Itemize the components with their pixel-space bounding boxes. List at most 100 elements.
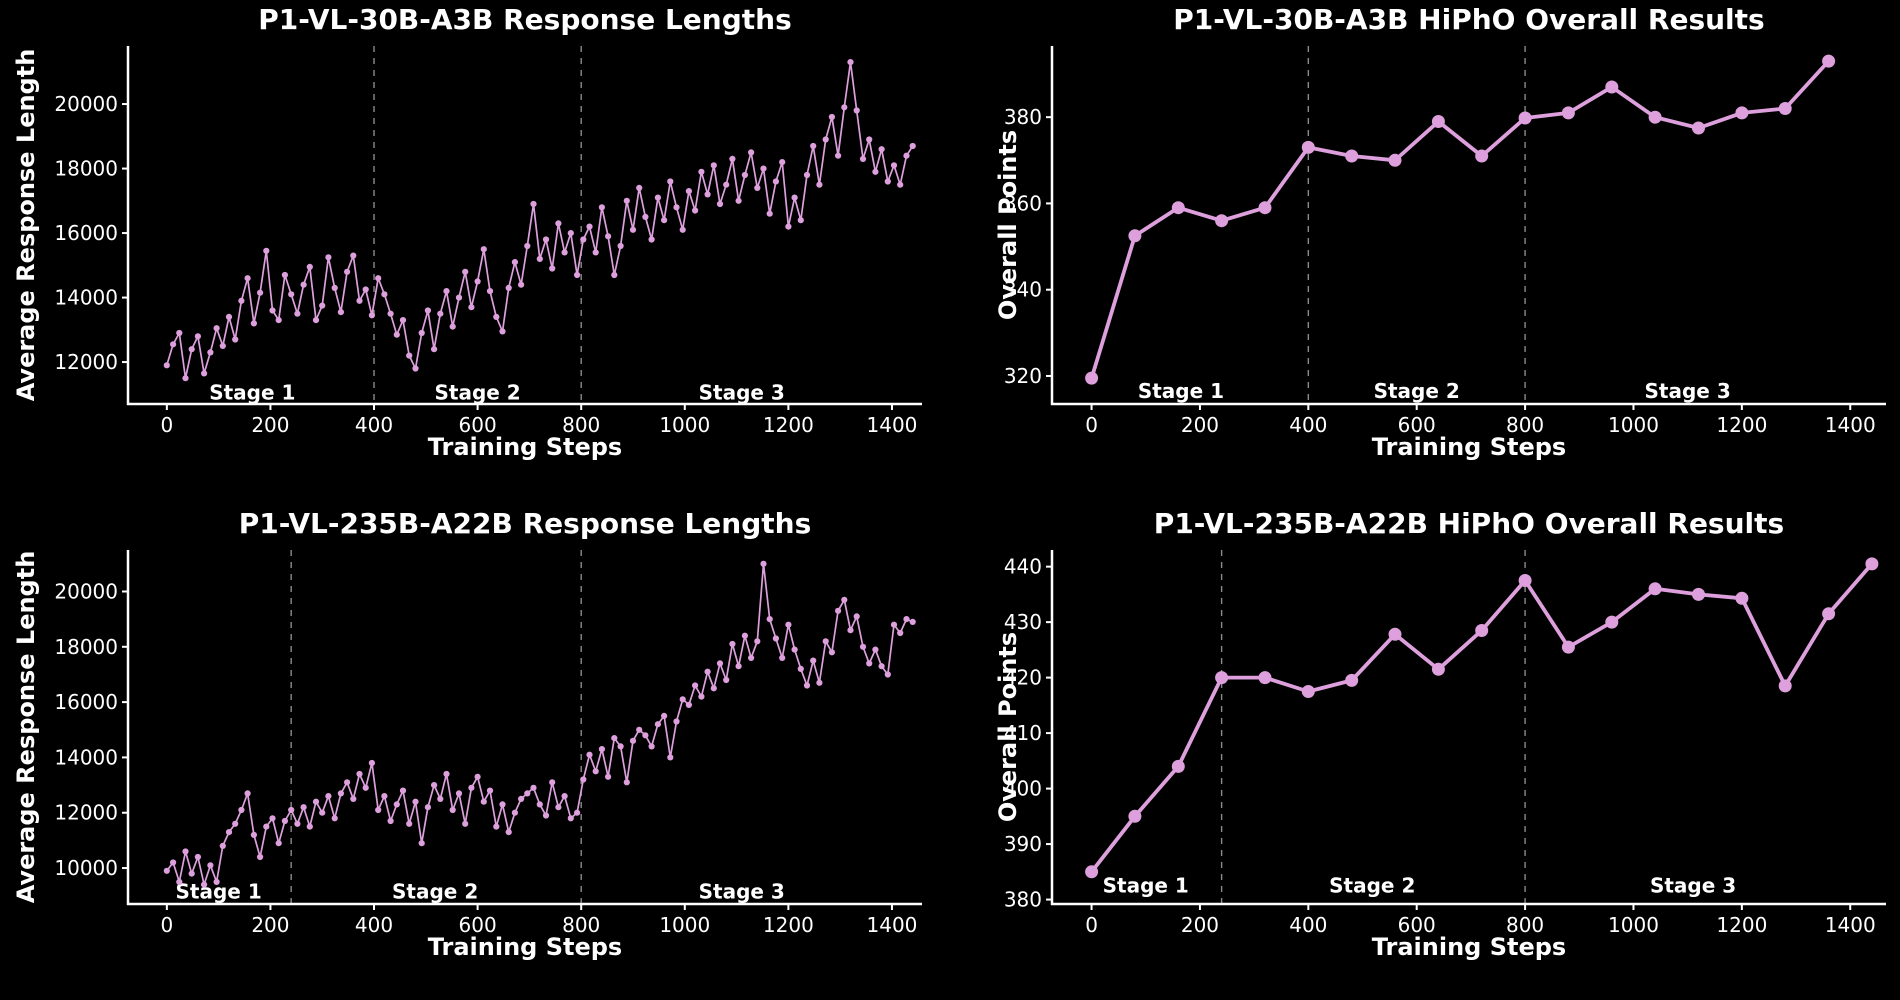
x-axis-label: Training Steps xyxy=(1371,933,1567,961)
y-tick-label: 14000 xyxy=(54,286,118,310)
y-tick-label: 340 xyxy=(1004,278,1042,302)
data-point xyxy=(748,149,755,156)
data-point xyxy=(213,878,220,885)
data-point xyxy=(449,806,456,814)
y-tick-label: 400 xyxy=(1004,777,1042,801)
x-tick-label: 800 xyxy=(562,913,600,937)
data-point xyxy=(524,242,531,250)
data-point xyxy=(661,712,668,719)
data-point xyxy=(399,787,407,794)
data-point xyxy=(623,197,630,204)
data-point xyxy=(692,207,699,214)
data-point xyxy=(841,104,848,111)
data-point xyxy=(859,643,867,650)
y-tick-label: 430 xyxy=(1004,610,1042,634)
data-point xyxy=(1605,615,1619,629)
data-point xyxy=(605,233,612,240)
chart-title: P1-VL-30B-A3B Response Lengths xyxy=(258,3,792,36)
data-point xyxy=(611,735,618,742)
data-point xyxy=(1171,201,1185,215)
data-point xyxy=(673,718,680,725)
data-point xyxy=(580,776,587,783)
data-point xyxy=(1301,685,1315,698)
data-point xyxy=(617,743,624,750)
data-point xyxy=(636,184,643,191)
data-point xyxy=(586,751,593,758)
y-tick-label: 380 xyxy=(1004,105,1042,129)
data-point xyxy=(225,829,233,836)
data-point xyxy=(853,613,860,620)
data-point xyxy=(822,638,829,645)
data-point xyxy=(623,779,630,786)
data-point xyxy=(518,281,525,288)
data-point xyxy=(1128,229,1142,243)
stage-label: Stage 1 xyxy=(209,381,295,405)
data-point xyxy=(319,809,326,816)
data-point xyxy=(375,806,382,814)
data-point xyxy=(207,862,214,869)
data-line xyxy=(1089,59,1831,381)
data-point xyxy=(598,204,606,211)
data-point xyxy=(511,259,518,266)
data-point xyxy=(542,812,550,819)
data-point xyxy=(1648,110,1662,124)
x-tick-label: 1000 xyxy=(1608,413,1659,437)
x-tick-label: 200 xyxy=(1181,913,1219,937)
plot-area: 0 200 400 600 800 1000 1200 1400 320 340 360 380 Sta… xyxy=(1004,46,1886,437)
data-point xyxy=(170,859,177,866)
data-point xyxy=(1822,54,1836,68)
data-point xyxy=(493,823,500,830)
stage-label: Stage 1 xyxy=(1103,874,1189,898)
data-point xyxy=(449,323,456,330)
data-point xyxy=(312,798,320,805)
x-tick-label: 800 xyxy=(1506,913,1544,937)
data-point xyxy=(170,341,177,348)
data-point xyxy=(667,754,674,761)
y-tick-label: 20000 xyxy=(54,92,118,116)
data-point xyxy=(393,331,400,338)
data-point xyxy=(803,682,811,689)
data-point xyxy=(816,679,823,686)
data-point xyxy=(791,646,798,653)
data-point xyxy=(772,178,780,185)
x-tick-label: 1200 xyxy=(763,913,814,937)
data-point xyxy=(219,842,226,849)
data-point xyxy=(549,265,556,272)
x-tick-label: 1000 xyxy=(659,413,710,437)
data-point xyxy=(785,223,792,230)
chart-title: P1-VL-235B-A22B HiPhO Overall Results xyxy=(1153,507,1785,540)
data-point xyxy=(1215,214,1229,228)
data-point xyxy=(480,798,487,805)
data-point xyxy=(381,291,388,298)
y-tick-label: 12000 xyxy=(54,801,118,825)
data-point xyxy=(1561,106,1575,120)
x-tick-label: 1400 xyxy=(1825,913,1876,937)
data-point xyxy=(331,815,338,822)
data-line xyxy=(1089,562,1874,874)
data-point xyxy=(1735,106,1749,120)
data-point xyxy=(853,107,860,114)
data-point xyxy=(1778,679,1792,693)
data-point xyxy=(399,317,407,324)
data-point xyxy=(872,646,879,653)
data-point xyxy=(424,307,431,314)
data-point xyxy=(238,297,245,304)
x-axis-label: Training Steps xyxy=(427,933,623,961)
data-point xyxy=(903,152,910,159)
stage-label: Stage 2 xyxy=(1329,874,1415,898)
data-point xyxy=(1865,557,1879,571)
x-tick-label: 0 xyxy=(1085,413,1098,437)
data-point xyxy=(431,346,438,353)
data-point xyxy=(772,635,780,642)
data-point xyxy=(257,289,264,296)
data-point xyxy=(188,346,195,353)
y-tick-label: 16000 xyxy=(54,690,118,714)
data-point xyxy=(1648,582,1662,596)
data-point xyxy=(505,829,512,836)
data-point xyxy=(592,249,599,256)
x-tick-label: 1400 xyxy=(1825,413,1876,437)
data-point xyxy=(748,654,755,661)
data-point xyxy=(549,779,556,786)
data-point xyxy=(1215,671,1229,685)
data-point xyxy=(337,309,344,316)
